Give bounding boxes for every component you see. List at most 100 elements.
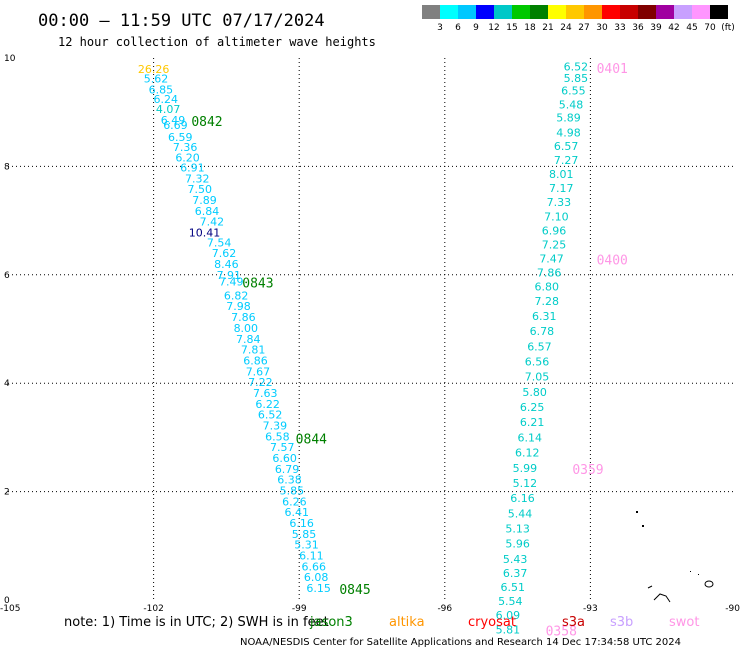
x-tick-label: -99 [292,604,307,614]
colorbar-swatch [422,5,440,19]
wave-height-value: 5.85 [280,485,305,498]
wave-height-value: 6.69 [163,119,188,132]
colorbar-swatch [512,5,530,19]
wave-height-value: 6.57 [554,140,579,153]
wave-height-value: 6.66 [302,560,327,573]
colorbar-swatch [566,5,584,19]
wave-height-value: 4.98 [556,126,581,139]
wave-height-value: 26.26 [138,63,170,76]
pass-time-label: 0401 [597,62,628,77]
wave-height-value: 6.24 [153,93,178,106]
wave-height-value: 5.54 [498,595,523,608]
wave-height-value: 6.79 [275,463,300,476]
wave-height-value: 6.41 [285,506,310,519]
colorbar-label: 39 [650,23,662,33]
wave-height-value: 6.16 [289,517,314,530]
wave-height-value: 6.25 [520,401,545,414]
wave-height-value: 7.32 [185,172,210,185]
wave-height-value: 7.33 [547,196,572,209]
wave-height-value: 6.57 [527,340,552,353]
satellite-legend-entry: s3a [562,615,585,630]
wave-height-value: 6.51 [500,581,525,594]
wave-height-value: 6.84 [195,205,220,218]
colorbar-swatch [638,5,656,19]
wave-height-value: 7.25 [542,238,567,251]
wave-height-value: 5.85 [292,528,317,541]
wave-height-value: 7.36 [173,141,198,154]
wave-height-value: 8.46 [214,258,239,271]
wave-height-value: 8.00 [234,322,259,335]
colorbar-swatch [458,5,476,19]
wave-height-value: 6.14 [517,431,542,444]
colorbar-label: 70 [704,23,716,33]
satellite-legend-entry: cryosat [468,615,516,630]
wave-height-value: 7.98 [226,300,251,313]
wave-height-value: 5.81 [496,623,521,636]
wave-height-value: 6.15 [306,582,331,595]
x-tick-label: -96 [437,604,452,614]
wave-height-value: 6.49 [161,114,186,127]
y-tick-label: 10 [4,54,16,64]
wave-height-value: 6.60 [272,452,297,465]
wave-height-value: 6.52 [258,409,283,422]
wave-height-value: 6.52 [564,61,589,74]
wave-height-value: 7.91 [217,269,242,282]
wave-height-value: 6.86 [243,354,268,367]
x-tick-label: -90 [725,604,740,614]
y-tick-label: 6 [4,271,10,281]
x-tick-label: -105 [0,604,20,614]
colorbar-swatch [602,5,620,19]
colorbar-label: 21 [542,23,553,33]
pass-time-label: 0844 [296,432,327,447]
colorbar-label: 3 [437,23,443,33]
colorbar-label: 24 [560,23,572,33]
colorbar-label: 33 [614,23,625,33]
colorbar-swatch [494,5,512,19]
wave-height-value: 5.31 [294,539,319,552]
axis-tick-labels: -105 -102 -99 -96 -93 -90 0 2 4 6 8 10 [0,54,740,614]
colorbar-legend: 3 6 9 12 15 18 21 24 27 30 33 36 39 42 45 70 (ft) [422,5,735,33]
plot-grid [8,58,736,600]
chart-subtitle: 12 hour collection of altimeter wave hei… [58,35,376,49]
wave-height-value: 6.96 [542,224,567,237]
wave-height-value: 6.26 [282,495,307,508]
wave-height-value: 6.78 [530,325,555,338]
wave-height-value: 8.01 [549,168,574,181]
colorbar-label: 45 [686,23,697,33]
wave-height-value: 7.22 [248,376,273,389]
wave-height-value: 7.57 [270,441,295,454]
wave-height-value: 6.16 [510,492,535,505]
wave-height-value: 6.80 [534,281,559,294]
colorbar-label: 12 [488,23,499,33]
wave-height-value: 7.49 [219,275,244,288]
wave-height-value: 7.50 [187,183,212,196]
wave-height-value: 6.56 [525,356,550,369]
x-tick-label: -102 [143,604,163,614]
wave-height-value: 7.89 [192,194,217,207]
colorbar-label: 36 [632,23,644,33]
wave-height-value: 5.99 [513,462,538,475]
pass-time-label: 0358 [546,624,577,639]
y-tick-label: 8 [4,162,10,172]
wave-height-value: 6.31 [532,310,557,323]
wave-height-value: 6.58 [265,430,290,443]
wave-height-value: 7.81 [241,344,266,357]
wave-height-value: 5.80 [522,386,547,399]
wave-height-value: 6.55 [561,85,586,98]
wave-height-value: 5.62 [144,73,169,86]
colorbar-swatch [584,5,602,19]
y-tick-label: 0 [4,596,10,606]
wave-height-value: 5.48 [559,99,584,112]
wave-height-value: 7.47 [539,253,564,266]
wave-height-value: 10.41 [189,227,221,240]
wave-height-value: 6.21 [520,416,545,429]
chart-title: 00:00 – 11:59 UTC 07/17/2024 [38,11,325,31]
wave-height-value: 6.85 [149,83,174,96]
colorbar-swatch [530,5,548,19]
pass-time-label: 0842 [191,115,222,130]
wave-height-value: 7.86 [537,267,562,280]
colorbar-label: 15 [506,23,517,33]
satellite-legend: jason3 altika cryosat s3a s3b swot [309,615,699,630]
wave-height-value: 6.91 [180,161,205,174]
wave-height-value: 7.54 [207,236,232,249]
